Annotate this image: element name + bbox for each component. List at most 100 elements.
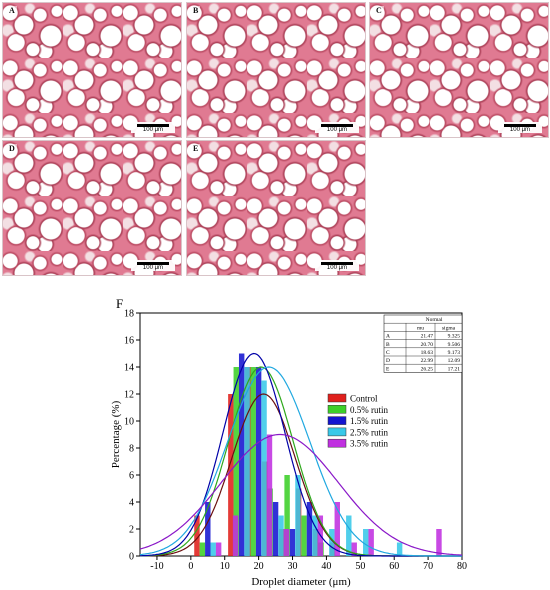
panel-label-e: E <box>191 144 201 153</box>
fit-table-cell: 9.173 <box>448 350 461 356</box>
y-tick-label: 0 <box>129 552 134 563</box>
micrograph-b: B 100 μm <box>186 2 366 138</box>
legend-label: 0.5% rutin <box>350 405 388 415</box>
bar <box>334 502 340 556</box>
legend-swatch <box>327 405 347 414</box>
scale-bar-e: 100 μm <box>315 260 359 271</box>
bar <box>363 529 369 556</box>
scale-bar-b: 100 μm <box>315 122 359 133</box>
fit-table-cell: 20.70 <box>421 342 434 348</box>
legend-label: 3.5% rutin <box>350 439 388 449</box>
fit-table-header: sigma <box>442 325 456 331</box>
x-tick-label: -10 <box>150 561 163 572</box>
y-tick-label: 14 <box>124 363 134 374</box>
fit-table-cell: 17.21 <box>448 366 461 372</box>
fit-table-cell: 21.47 <box>421 334 434 340</box>
bar <box>312 515 318 556</box>
x-axis-label: Droplet diameter (μm) <box>251 576 351 588</box>
fit-table-cell: E <box>386 366 390 372</box>
scale-bar-a: 100 μm <box>131 122 175 133</box>
x-tick-label: 60 <box>389 561 399 572</box>
bar <box>238 353 245 556</box>
fit-table-cell: 9.325 <box>448 334 461 340</box>
bar <box>261 380 267 556</box>
bars-group <box>194 353 442 556</box>
bar <box>199 542 206 556</box>
fit-table-cell: 18.63 <box>421 350 434 356</box>
micrograph-e: E 100 μm <box>186 140 366 276</box>
fit-curve <box>139 366 462 557</box>
fit-table-cell: 9.506 <box>448 342 461 348</box>
legend-label: 2.5% rutin <box>350 427 388 437</box>
y-tick-label: 4 <box>129 498 134 509</box>
panel-label-c: C <box>374 6 384 15</box>
legend-label: 1.5% rutin <box>350 416 388 426</box>
fit-table-header: mu <box>417 325 424 331</box>
bar <box>232 515 239 556</box>
bar <box>210 542 216 556</box>
bar <box>194 515 200 556</box>
x-tick-label: 70 <box>423 561 433 572</box>
micrograph-c: C 100 μm <box>369 2 549 138</box>
legend-swatch <box>327 393 347 403</box>
y-tick-label: 18 <box>124 309 134 320</box>
y-tick-label: 2 <box>129 525 134 536</box>
micrograph-d: D 100 μm <box>2 140 182 276</box>
bar <box>289 529 296 556</box>
bar <box>295 475 301 556</box>
fit-curve <box>139 433 463 556</box>
bar <box>368 529 374 556</box>
y-tick-label: 10 <box>124 417 134 428</box>
legend-swatch <box>327 427 347 437</box>
bar <box>244 367 250 556</box>
legend-swatch <box>327 416 347 425</box>
fit-table-frame <box>383 314 463 373</box>
fit-table-cell: B <box>386 342 390 348</box>
bar <box>233 367 239 556</box>
bar <box>301 515 307 556</box>
fit-table-cell: D <box>386 358 390 364</box>
legend-swatch <box>327 438 347 448</box>
bar <box>284 475 290 556</box>
x-tick-label: 30 <box>288 561 298 572</box>
panel-label-b: B <box>191 6 201 15</box>
scale-bar-d: 100 μm <box>131 260 175 271</box>
y-axis-label: Percentage (%) <box>110 400 122 468</box>
fit-table-cell: A <box>386 334 390 340</box>
bar <box>215 542 222 556</box>
fit-table-cell: 26.25 <box>421 366 434 372</box>
bar <box>255 367 262 556</box>
micrograph-a: A 100 μm <box>2 2 182 138</box>
x-tick-label: 50 <box>355 561 365 572</box>
x-tick-label: 40 <box>321 561 331 572</box>
bar <box>205 502 211 556</box>
scale-bar-c: 100 μm <box>498 122 542 133</box>
bar <box>228 394 234 556</box>
bar <box>272 502 279 556</box>
y-tick-label: 12 <box>124 390 134 401</box>
bar <box>266 434 273 556</box>
x-tick-label: 10 <box>220 561 230 572</box>
x-tick-label: 80 <box>457 561 467 572</box>
fit-table-cell: C <box>386 350 390 356</box>
fit-curves-group <box>139 352 463 557</box>
x-tick-label: 0 <box>188 561 193 572</box>
fit-table-cell: 12.09 <box>448 358 461 364</box>
bar <box>351 542 357 556</box>
bar <box>283 529 290 556</box>
bar <box>250 367 256 556</box>
y-tick-label: 16 <box>124 336 134 347</box>
panel-label-d: D <box>7 144 17 153</box>
bar <box>306 502 313 556</box>
panel-label-a: A <box>7 6 17 15</box>
bar <box>329 529 335 556</box>
bar <box>396 542 403 556</box>
bar <box>346 515 352 556</box>
fit-table-title: Normal <box>426 317 443 323</box>
x-tick-label: 20 <box>254 561 264 572</box>
y-tick-label: 6 <box>129 471 134 482</box>
bar <box>436 529 442 556</box>
